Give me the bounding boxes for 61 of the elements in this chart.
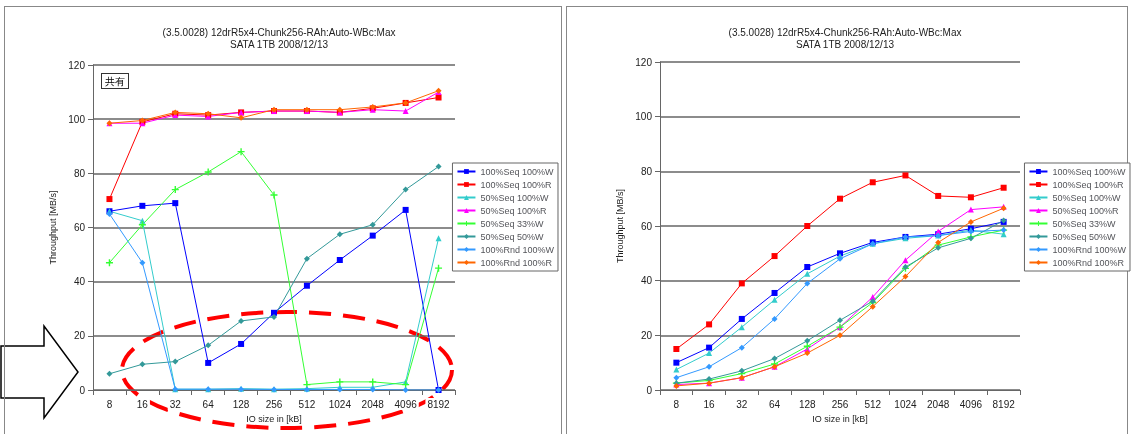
y-tick-label: 60: [73, 222, 86, 233]
legend-label: 50%Seq 100%R: [480, 205, 547, 216]
y-tick-label: 100: [635, 111, 653, 123]
x-tick-label: 1024: [894, 398, 918, 410]
x-tick-label: 8: [106, 398, 113, 410]
y-tick-label: 40: [640, 275, 653, 287]
x-tick-label: 2048: [361, 398, 385, 410]
y-tick-label: 100: [68, 113, 86, 125]
x-tick-label: 1024: [328, 398, 352, 410]
legend-label: 50%Seq 33%W: [1052, 218, 1116, 229]
x-tick-label: 4096: [394, 398, 418, 410]
legend-label: 100%Rnd 100%W: [1052, 244, 1127, 255]
legend-label: 100%Seq 100%W: [1052, 166, 1127, 177]
x-tick-label: 128: [232, 398, 250, 410]
x-tick-label: 512: [864, 398, 882, 410]
y-tick-label: 80: [640, 165, 653, 177]
x-tick-label: 256: [265, 398, 283, 410]
chart-title: (3.5.0028) 12drR5x4-Chunk256-RAh:Auto-WBc:Max: [728, 26, 962, 38]
chart-subtitle: SATA 1TB 2008/12/13: [795, 38, 895, 50]
y-tick-label: 80: [73, 167, 86, 179]
x-tick-label: 8: [673, 398, 680, 410]
legend-label: 50%Seq 100%W: [1052, 192, 1121, 203]
x-tick-label: 64: [768, 398, 781, 410]
legend-label: 50%Seq 100%R: [1052, 205, 1119, 216]
y-tick-label: 120: [635, 56, 653, 68]
legend-label: 100%Seq 100%R: [1052, 179, 1125, 190]
x-tick-label: 64: [202, 398, 215, 410]
x-axis-title: IO size in [kB]: [246, 414, 302, 425]
x-tick-label: 32: [736, 398, 748, 410]
legend-label: 100%Rnd 100%R: [1052, 257, 1125, 268]
x-tick-label: 4096: [959, 398, 983, 410]
legend-label: 100%Rnd 100%R: [480, 257, 553, 268]
legend-label: 50%Seq 100%W: [480, 192, 549, 203]
legend-label: 100%Seq 100%W: [480, 166, 555, 177]
y-tick-label: 0: [646, 384, 653, 396]
y-tick-label: 40: [73, 276, 86, 288]
x-tick-label: 16: [136, 398, 149, 410]
x-tick-label: 256: [831, 398, 849, 410]
legend-label: 50%Seq 50%W: [480, 231, 544, 242]
legend-label: 100%Rnd 100%W: [480, 244, 555, 255]
y-tick-label: 0: [79, 384, 86, 396]
x-tick-label: 8192: [992, 398, 1016, 410]
chart-subtitle: SATA 1TB 2008/12/13: [229, 38, 329, 50]
y-axis-title: Throughput [MB/s]: [47, 190, 58, 265]
x-tick-label: 2048: [927, 398, 950, 410]
y-tick-label: 120: [68, 59, 86, 71]
x-axis-title: IO size in [kB]: [812, 414, 868, 425]
y-tick-label: 20: [640, 329, 653, 341]
x-tick-label: 512: [298, 398, 316, 410]
y-tick-label: 60: [640, 220, 653, 232]
x-tick-label: 16: [703, 398, 716, 410]
x-tick-label: 32: [169, 398, 182, 410]
annotation: 共有: [105, 75, 125, 87]
chart-title: (3.5.0028) 12drR5x4-Chunk256-RAh:Auto-WBc:Max: [162, 26, 396, 38]
x-tick-label: 128: [798, 398, 817, 410]
y-axis-title: Throughput [MB/s]: [614, 188, 625, 264]
x-tick-label: 8192: [427, 398, 451, 410]
legend-label: 50%Seq 33%W: [480, 218, 544, 229]
y-tick-label: 20: [73, 330, 86, 342]
legend-label: 100%Seq 100%R: [480, 179, 553, 190]
legend-label: 50%Seq 50%W: [1052, 231, 1116, 242]
